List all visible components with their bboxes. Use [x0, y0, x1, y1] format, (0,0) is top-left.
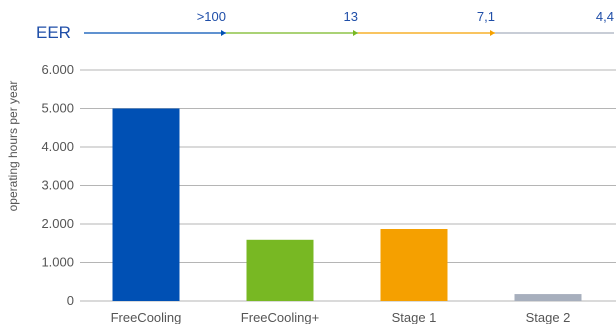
- eer-arrowhead: [353, 30, 358, 36]
- y-tick-label: 4.000: [41, 139, 74, 154]
- y-tick-label: 3.000: [41, 178, 74, 193]
- x-tick-label: Stage 1: [392, 310, 437, 324]
- y-tick-label: 1.000: [41, 255, 74, 270]
- eer-value: 4,4: [596, 9, 614, 24]
- eer-value: 13: [344, 9, 358, 24]
- y-tick-label: 6.000: [41, 62, 74, 77]
- x-tick-labels: FreeCooling FreeCooling+ Stage 1 Stage 2: [111, 310, 571, 324]
- y-tick-label: 5.000: [41, 101, 74, 116]
- x-tick-label: Stage 2: [526, 310, 571, 324]
- bar-stage-2: [514, 294, 582, 301]
- eer-scale: EER >100 13 7,1 4,4: [36, 9, 614, 42]
- bar-freecooling: [246, 239, 314, 301]
- eer-arrowhead: [221, 30, 226, 36]
- eer-arrowhead: [490, 30, 495, 36]
- bar-stage-1: [380, 229, 448, 301]
- y-tick-label: 0: [67, 293, 74, 308]
- x-tick-label: FreeCooling+: [241, 310, 319, 324]
- y-tick-label: 2.000: [41, 216, 74, 231]
- bars: [112, 108, 582, 301]
- bar-freecooling: [112, 108, 180, 301]
- eer-label: EER: [36, 23, 71, 42]
- x-tick-label: FreeCooling: [111, 310, 182, 324]
- y-axis-label: operating hours per year: [6, 81, 20, 212]
- eer-value: >100: [197, 9, 226, 24]
- eer-value: 7,1: [477, 9, 495, 24]
